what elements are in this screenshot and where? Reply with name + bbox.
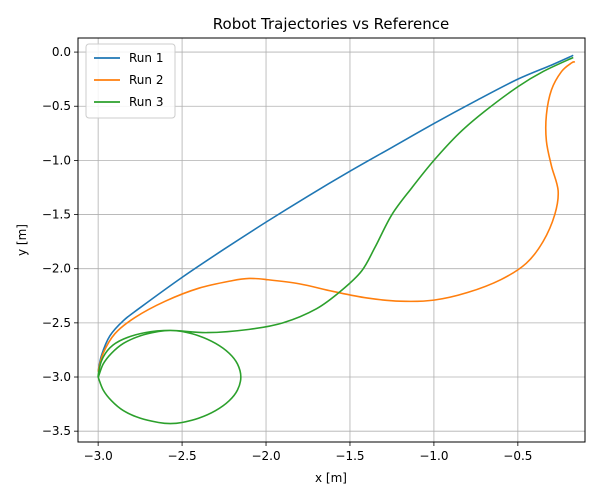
legend-label: Run 1 — [129, 51, 163, 65]
y-tick-label: −1.0 — [42, 153, 71, 167]
y-tick-label: 0.0 — [52, 45, 71, 59]
x-tick-label: −2.0 — [251, 449, 280, 463]
legend-box — [85, 43, 176, 119]
grid — [78, 38, 585, 442]
y-tick-label: −1.5 — [42, 208, 71, 222]
x-tick-label: −0.5 — [503, 449, 532, 463]
x-tick-label: −1.5 — [335, 449, 364, 463]
y-tick-label: −3.0 — [42, 370, 71, 384]
legend-label: Run 2 — [129, 73, 163, 87]
series-line-3 — [97, 56, 574, 425]
legend-label: Run 3 — [129, 95, 163, 109]
series-line-2 — [97, 61, 576, 372]
series-layer — [97, 54, 576, 425]
x-tick-label: −1.0 — [419, 449, 448, 463]
x-tick-label: −2.5 — [168, 449, 197, 463]
y-tick-label: −2.5 — [42, 316, 71, 330]
y-tick-label: −2.0 — [42, 262, 71, 276]
ticks: −3.0 −2.5 −2.0 −1.5 −1.0 −0.5 0.0 −0.5 −1.0 −1.5 −… — [42, 45, 533, 463]
legend: Run 1 Run 2 Run 3 — [85, 43, 176, 119]
y-tick-label: −3.5 — [42, 424, 71, 438]
series-line-1 — [97, 54, 574, 372]
x-axis-label: x [m] — [315, 471, 347, 485]
chart-title: Robot Trajectories vs Reference — [213, 15, 449, 33]
y-axis-label: y [m] — [15, 224, 29, 256]
plot-frame — [77, 37, 586, 443]
y-tick-label: −0.5 — [42, 99, 71, 113]
x-tick-label: −3.0 — [84, 449, 113, 463]
